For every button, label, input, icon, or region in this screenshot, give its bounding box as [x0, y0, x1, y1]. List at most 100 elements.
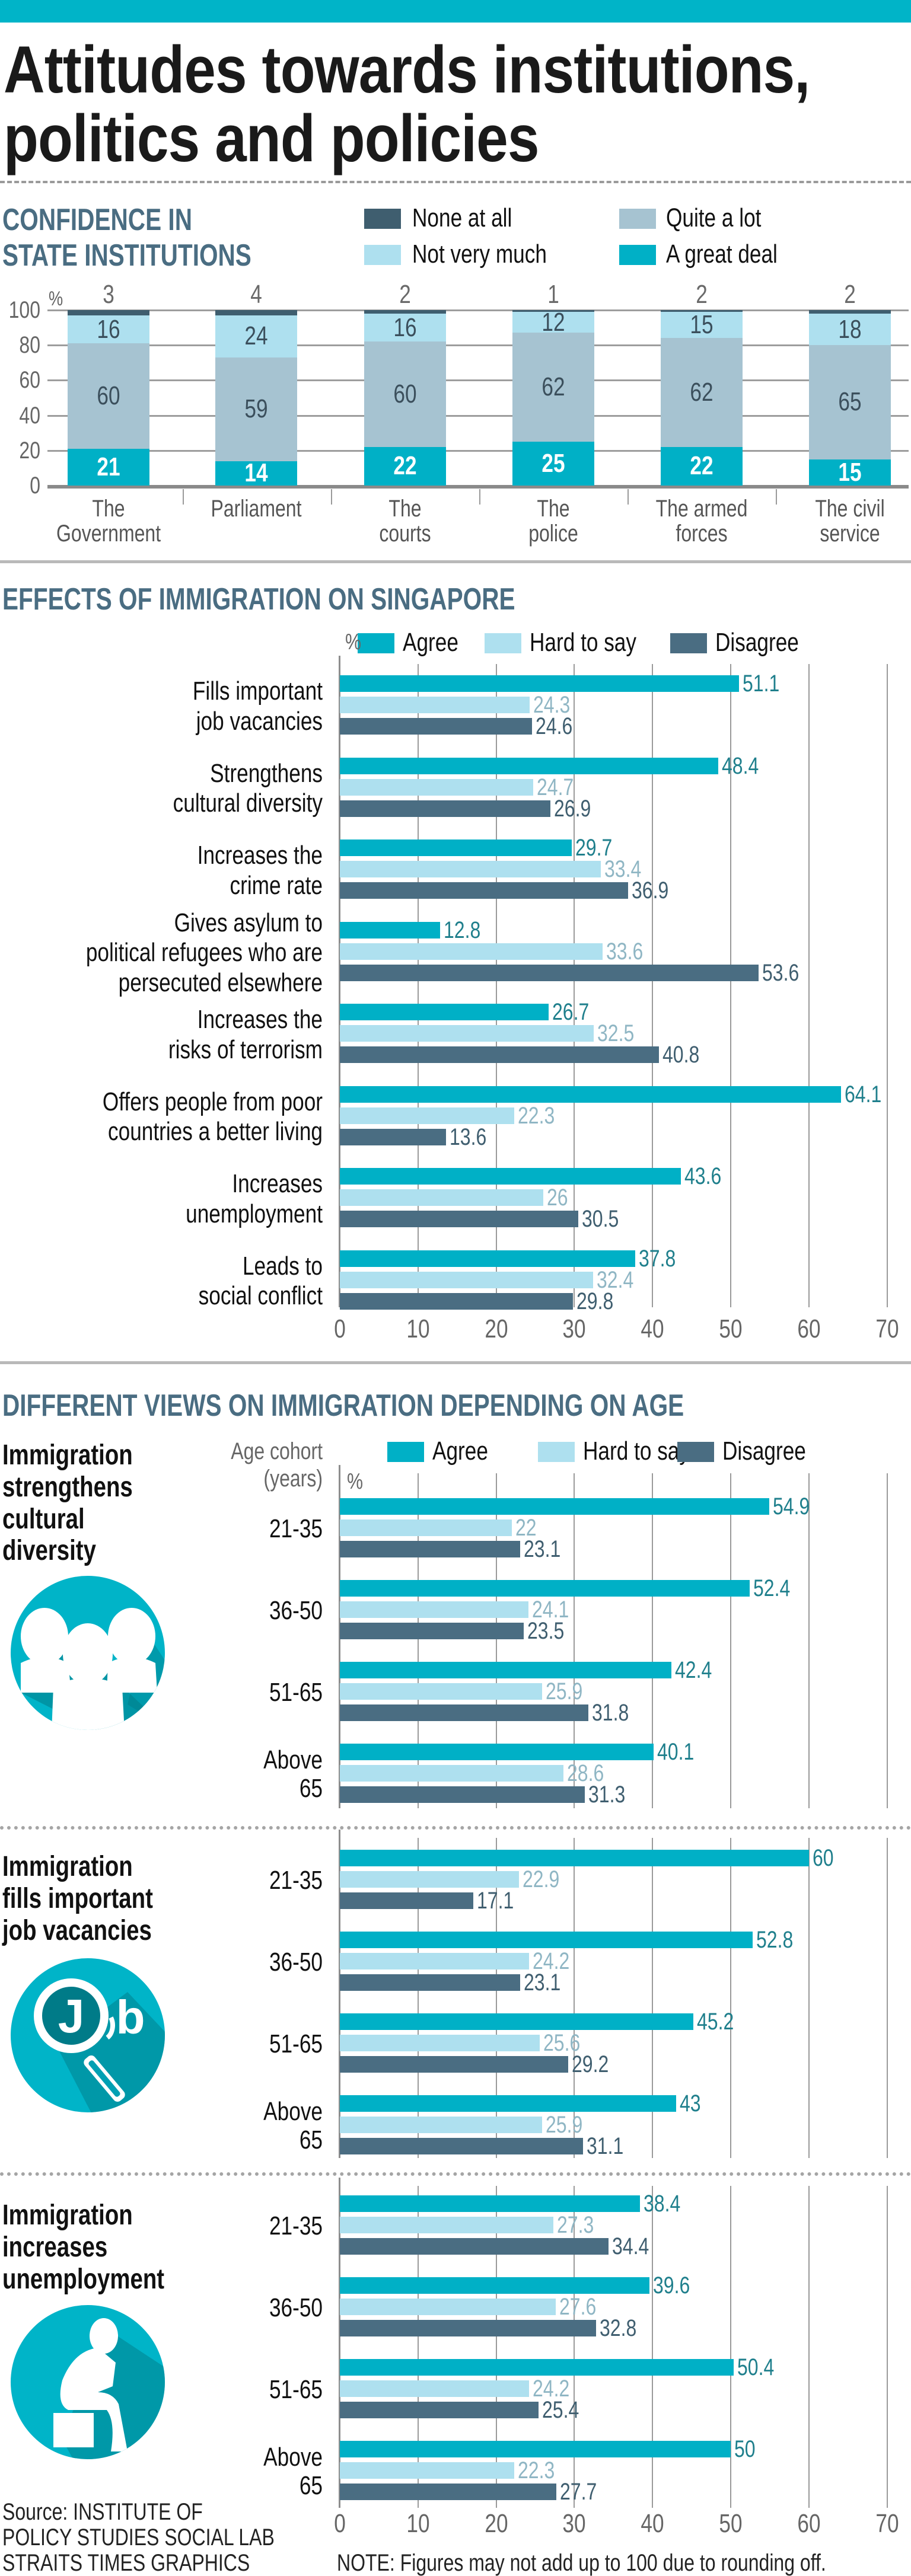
age-cohort-label-line: 36-50	[269, 1596, 323, 1625]
stacked-bar-segment	[661, 310, 743, 312]
panel-title-line: Immigration	[2, 2200, 133, 2231]
section1-heading-line-1: CONFIDENCE IN	[2, 203, 192, 237]
bar-value-label: 48.4	[721, 752, 759, 779]
stacked-bar-segment	[512, 333, 594, 442]
svg-text:b: b	[116, 1991, 145, 2044]
section1-heading-line-2: STATE INSTITUTIONS	[2, 238, 251, 273]
bar-value-label: 32.4	[597, 1266, 634, 1293]
y-gridline	[47, 485, 909, 489]
x-gridline	[730, 2186, 731, 2508]
panel-title-line: Immigration	[2, 1439, 133, 1471]
bar-hard-to-say	[340, 1871, 519, 1888]
bar-value-label: 43	[679, 2090, 701, 2117]
bar-value-label: 30.5	[581, 1206, 619, 1232]
row-label: Leads to social conflict	[79, 1252, 323, 1311]
x-tick-label: 70	[875, 2509, 899, 2538]
bar-value-label: 54.9	[772, 1493, 810, 1520]
title-divider	[0, 181, 911, 183]
bar-hard-to-say	[340, 1765, 563, 1782]
x-tick-label: 60	[797, 1314, 821, 1343]
bar-value-label: 22	[515, 1515, 537, 1541]
bar-hard-to-say	[340, 861, 601, 877]
y-tick-label: 0	[30, 473, 40, 499]
bar-agree	[340, 2277, 649, 2294]
category-label-line: Government	[56, 521, 161, 547]
row-label-line: persecuted elsewhere	[118, 968, 323, 997]
panel-divider	[0, 2172, 911, 2176]
bar-disagree	[340, 800, 550, 817]
row-label-line: Increases the	[197, 841, 323, 870]
bar-hard-to-say	[340, 1107, 514, 1124]
legend-swatch-quite-a-lot	[619, 209, 656, 229]
y-unit-label: %	[49, 288, 63, 310]
bar-agree	[340, 675, 740, 692]
x-gridline	[730, 1473, 731, 1808]
bar-value-label: 60	[812, 1845, 834, 1871]
x-unit-label: %	[347, 1469, 364, 1494]
age-cohort-label-line: 65	[299, 2471, 323, 2501]
y-tick-label: 60	[19, 367, 40, 394]
job-search-icon: J b	[11, 1958, 165, 2112]
bar-agree	[340, 2013, 693, 2030]
bar-disagree	[340, 1704, 589, 1721]
category-label-line: The	[92, 496, 125, 522]
stacked-bar-segment	[68, 310, 149, 315]
segment-value-label-top: 2	[399, 280, 411, 309]
bar-value-label: 52.4	[753, 1575, 790, 1601]
panel-title-line: unemployment	[2, 2263, 165, 2295]
category-label: The police	[501, 496, 606, 546]
x-axis-line	[339, 1830, 340, 2158]
bar-disagree	[340, 1892, 474, 1909]
segment-value-label: 62	[690, 378, 713, 407]
row-label-line: job vacancies	[196, 706, 323, 736]
bar-value-label: 28.6	[566, 1760, 604, 1786]
legend-label-hard-to-say: Hard to say	[583, 1437, 690, 1466]
legend-swatch-agree	[387, 1442, 424, 1462]
age-cohort-label-line: 51-65	[269, 2029, 323, 2058]
segment-value-label: 21	[97, 452, 120, 481]
bar-hard-to-say	[340, 2462, 514, 2479]
age-cohort-label-line: 21-35	[269, 1514, 323, 1543]
row-label-line: Leads to	[242, 1251, 323, 1281]
bar-hard-to-say	[340, 697, 530, 713]
stacked-bar-segment	[68, 315, 149, 344]
stacked-bar-segment	[809, 459, 891, 486]
bar-value-label: 29.2	[571, 2051, 609, 2077]
bar-value-label: 25.9	[546, 2112, 583, 2138]
row-label-line: Fills important	[192, 676, 323, 706]
bar-value-label: 12.8	[443, 917, 480, 943]
category-divider	[776, 489, 777, 505]
section-divider-2	[0, 1361, 911, 1364]
x-axis-line	[339, 656, 340, 1307]
bar-value-label: 25.9	[546, 1678, 583, 1704]
category-label-line: The armed	[655, 496, 748, 522]
x-tick-label: 30	[562, 1314, 586, 1343]
bar-disagree	[340, 1211, 578, 1227]
x-tick-label: 50	[719, 2509, 743, 2538]
bar-disagree	[340, 1623, 524, 1639]
row-label-line: Gives asylum to	[174, 908, 323, 937]
x-gridline	[574, 1838, 575, 2158]
stacked-bar-segment	[215, 461, 297, 486]
bar-hard-to-say	[340, 2299, 556, 2315]
bar-value-label: 23.1	[524, 1536, 561, 1562]
bar-agree	[340, 1498, 769, 1515]
page-title-line-1: Attitudes towards institutions,	[4, 33, 810, 107]
bar-disagree	[340, 882, 629, 899]
x-tick-label: 60	[797, 2509, 821, 2538]
panel-title: Immigration strengthens cultural diversity	[2, 1439, 133, 1567]
y-gridline	[47, 309, 909, 311]
age-cohort-label: 21-35	[207, 1514, 323, 1543]
legend-swatch-none-at-all	[364, 209, 401, 229]
segment-value-label: 16	[97, 314, 120, 344]
x-tick-label: 20	[485, 1314, 508, 1343]
panel-title-line: increases	[2, 2231, 108, 2263]
age-cohort-label-line-1: Age cohort	[231, 1438, 323, 1464]
category-label-line: forces	[676, 521, 728, 547]
row-label-line: unemployment	[186, 1199, 323, 1228]
bar-value-label: 38.4	[644, 2191, 681, 2217]
bar-agree	[340, 1580, 750, 1597]
x-gridline	[495, 664, 497, 1307]
bar-value-label: 31.8	[592, 1700, 629, 1726]
y-gridline	[47, 449, 909, 452]
